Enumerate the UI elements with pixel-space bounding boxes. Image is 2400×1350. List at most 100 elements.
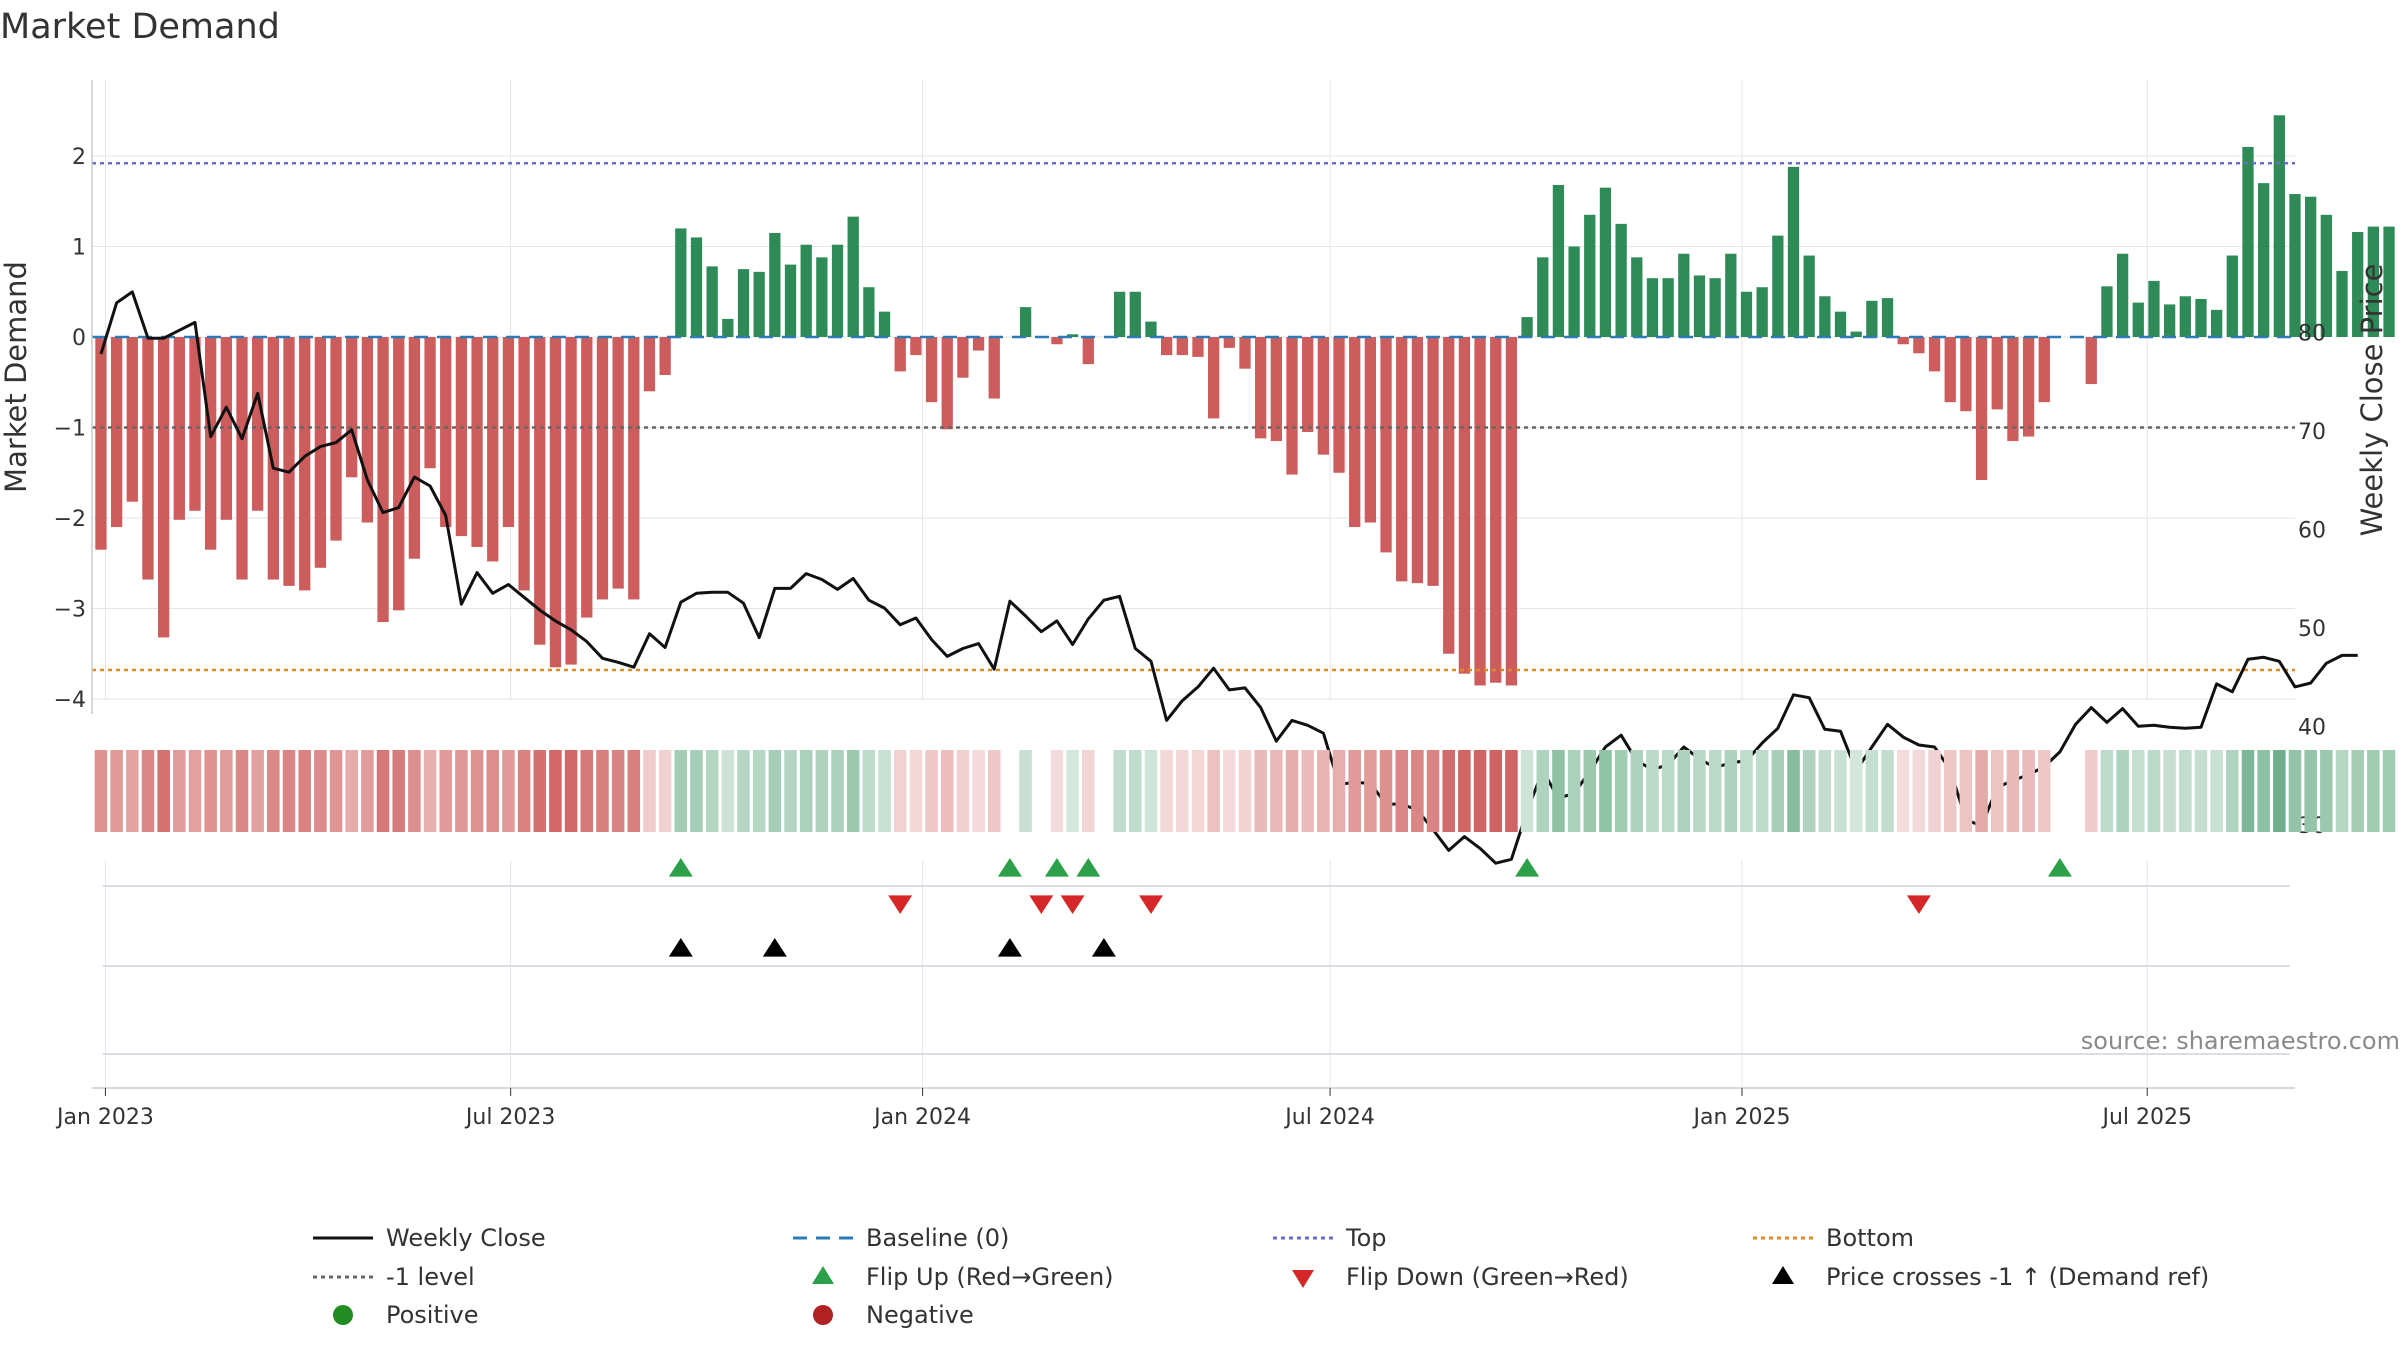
negative-demand-bar <box>236 337 248 580</box>
positive-demand-bar <box>1803 255 1815 337</box>
negative-heat-cell <box>1959 750 1973 832</box>
negative-heat-cell <box>1364 750 1377 832</box>
legend-label: Weekly Close <box>386 1224 546 1252</box>
negative-heat-cell <box>423 750 437 832</box>
negative-demand-bar <box>1082 337 1094 365</box>
positive-heat-cell <box>2163 750 2176 832</box>
legend-swatch <box>1772 1266 1794 1284</box>
negative-heat-cell <box>643 750 656 832</box>
negative-demand-bar <box>1458 337 1471 674</box>
positive-demand-bar <box>1740 291 1753 337</box>
negative-demand-bar <box>596 337 609 600</box>
negative-demand-bar <box>424 337 436 469</box>
negative-demand-bar <box>628 337 640 600</box>
negative-demand-bar <box>1317 337 1329 455</box>
event-markers <box>668 858 2072 957</box>
y-tick-label: −2 <box>54 507 86 532</box>
positive-heat-cell <box>1771 750 1785 832</box>
negative-heat-cell <box>1223 750 1236 832</box>
negative-heat-cell <box>1896 750 1910 832</box>
legend-label: Bottom <box>1826 1224 1914 1252</box>
positive-heat-cell <box>862 750 876 832</box>
positive-heat-cell <box>1144 750 1158 832</box>
negative-demand-bar <box>314 337 327 568</box>
positive-demand-bar <box>706 266 718 337</box>
positive-demand-bar <box>1787 166 1800 337</box>
negative-demand-bar <box>158 337 170 638</box>
positive-heat-cell <box>2382 750 2396 832</box>
negative-heat-cell <box>1082 750 1095 832</box>
negative-heat-cell <box>502 750 515 832</box>
negative-heat-cell <box>1348 750 1361 832</box>
positive-demand-bar <box>2226 255 2238 337</box>
negative-demand-bar <box>299 337 311 591</box>
positive-demand-bar <box>2179 296 2191 337</box>
positive-demand-bar <box>1678 253 1690 337</box>
positive-demand-bar <box>1881 298 1894 337</box>
negative-demand-bar <box>95 337 107 550</box>
negative-heat-cell <box>1301 750 1314 832</box>
negative-heat-cell <box>1191 750 1205 832</box>
negative-demand-bar <box>283 337 295 586</box>
positive-heat-cell <box>1552 750 1565 832</box>
positive-demand-bar <box>1537 257 1549 337</box>
negative-heat-cell <box>1943 750 1957 832</box>
positive-heat-cell <box>752 750 766 832</box>
legend-item: Weekly Close <box>313 1224 546 1252</box>
x-tick-label: Jan 2023 <box>55 1105 154 1130</box>
positive-heat-cell <box>705 750 719 832</box>
negative-demand-bar <box>1490 337 1502 683</box>
positive-demand-bar <box>1693 275 1706 337</box>
legend-label: -1 level <box>386 1263 475 1291</box>
negative-demand-bar <box>1302 337 1314 433</box>
legend-label: Baseline (0) <box>866 1224 1009 1252</box>
negative-demand-bar <box>346 337 358 478</box>
flip-up-marker <box>1044 858 1069 877</box>
negative-heat-cell <box>1975 750 1988 832</box>
negative-heat-cell <box>956 750 970 832</box>
positive-demand-bar <box>863 287 875 337</box>
reference-lines <box>92 161 2295 672</box>
negative-demand-bar <box>252 337 264 511</box>
positive-heat-cell <box>1724 750 1738 832</box>
price-cross-marker <box>762 938 787 957</box>
positive-heat-cell <box>815 750 829 832</box>
positive-demand-bar <box>2273 115 2285 338</box>
positive-demand-bar <box>1756 287 1768 337</box>
price-cross-marker <box>668 938 693 957</box>
y2-tick-label: 40 <box>2298 715 2326 740</box>
negative-demand-bar <box>1944 337 1956 403</box>
negative-demand-bar <box>393 337 405 611</box>
negative-heat-cell <box>470 750 484 832</box>
positive-demand-bar <box>2116 253 2129 337</box>
negative-heat-cell <box>267 750 280 832</box>
negative-demand-bar <box>1223 337 1235 348</box>
positive-demand-bar <box>1113 291 1126 337</box>
negative-heat-cell <box>361 750 374 832</box>
negative-heat-cell <box>658 750 672 832</box>
negative-heat-cell <box>1928 750 1941 832</box>
negative-demand-bar <box>1975 337 1988 480</box>
positive-demand-bar <box>2242 146 2254 337</box>
positive-demand-bar <box>2195 298 2207 337</box>
positive-heat-cell <box>2132 750 2145 832</box>
y-axis-title: Market Demand <box>0 261 33 493</box>
positive-heat-cell <box>1818 750 1832 832</box>
negative-heat-cell <box>392 750 405 832</box>
negative-heat-cell <box>611 750 625 832</box>
positive-heat-cell <box>2147 750 2161 832</box>
positive-demand-bar <box>2101 286 2113 337</box>
negative-demand-bar <box>1443 337 1455 654</box>
negative-demand-bar <box>612 337 624 589</box>
legend-item: Positive <box>333 1301 479 1329</box>
negative-heat-cell <box>94 750 108 832</box>
legend-item: Price crosses -1 ↑ (Demand ref) <box>1772 1263 2209 1291</box>
positive-demand-bar <box>737 269 750 337</box>
flip-down-marker <box>1029 895 1054 914</box>
negative-heat-cell <box>376 750 390 832</box>
legend-label: Top <box>1345 1224 1387 1252</box>
y-tick-label: 1 <box>72 236 86 261</box>
positive-demand-bar <box>2163 304 2176 337</box>
negative-heat-cell <box>141 750 155 832</box>
positive-demand-bar <box>2289 194 2301 337</box>
